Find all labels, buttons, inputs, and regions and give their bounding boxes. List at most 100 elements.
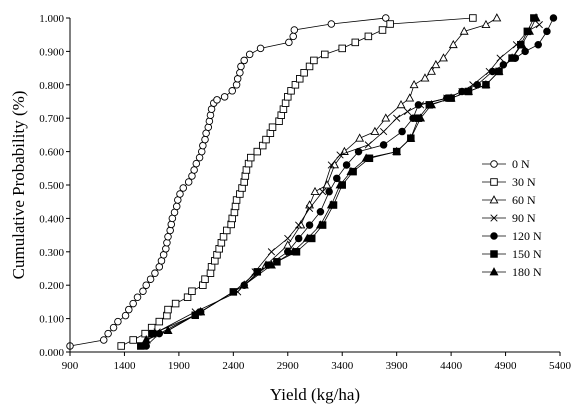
legend-item: 90 N [482, 211, 536, 225]
legend-label: 180 N [512, 265, 542, 279]
data-point [499, 61, 508, 69]
data-point [164, 233, 172, 241]
data-point [305, 221, 314, 229]
data-point [305, 204, 314, 212]
x-tick-label: 4400 [440, 360, 463, 372]
data-point [109, 323, 118, 332]
data-point [488, 67, 497, 76]
data-point [237, 62, 245, 71]
data-point [188, 287, 196, 295]
data-point [496, 54, 504, 62]
y-tick-label: 0.900 [39, 46, 64, 58]
y-tick-label: 1.000 [39, 13, 64, 25]
data-point [117, 342, 125, 350]
data-point [201, 135, 209, 144]
y-tick-label: 0.300 [39, 247, 64, 259]
data-point [228, 87, 236, 95]
data-point [287, 87, 295, 95]
data-point [464, 86, 473, 95]
data-point [300, 69, 308, 77]
legend-label: 150 N [512, 247, 542, 261]
data-point [414, 101, 423, 109]
data-point [549, 14, 558, 22]
data-point [163, 325, 173, 334]
legend-item: 30 N [482, 175, 536, 189]
data-point [201, 275, 209, 283]
data-point [256, 44, 265, 53]
series-line [146, 17, 537, 341]
data-point [396, 99, 406, 109]
data-point [146, 275, 155, 283]
data-point [206, 269, 215, 277]
data-point [213, 96, 221, 104]
data-point [319, 188, 327, 196]
data-point [439, 53, 448, 62]
data-point [176, 190, 184, 198]
data-point [294, 234, 303, 243]
data-point [321, 50, 329, 59]
x-tick-label: 2400 [222, 360, 245, 372]
x-ticks: 900 1400 1900 2400 2900 3400 3900 4400 4900 5400 [62, 352, 572, 372]
data-point [204, 123, 213, 131]
legend-marker [489, 267, 499, 276]
data-point [114, 317, 122, 326]
data-point [220, 93, 229, 101]
data-point [155, 317, 164, 326]
data-point [219, 233, 228, 241]
data-point [137, 342, 145, 350]
legend-label: 90 N [512, 211, 536, 225]
y-tick-label: 0.700 [39, 113, 64, 125]
data-point [284, 234, 292, 243]
data-point [333, 174, 341, 183]
legend-marker [489, 195, 499, 204]
data-point [316, 207, 325, 216]
y-tick-label: 0.500 [39, 180, 64, 192]
data-point [289, 32, 297, 41]
data-point [446, 93, 456, 102]
data-point [179, 184, 187, 192]
data-point [310, 186, 320, 196]
data-point [406, 133, 416, 142]
x-tick-label: 3900 [386, 360, 409, 372]
data-point [245, 50, 254, 59]
data-point [336, 151, 344, 159]
data-point [346, 166, 356, 175]
x-tick-label: 5400 [549, 360, 572, 372]
data-point [543, 27, 551, 36]
legend-label: 60 N [512, 193, 536, 207]
y-ticks: 0.000 0.100 0.200 0.300 0.400 0.500 0.600 0.700… [39, 13, 70, 359]
data-point [190, 166, 198, 174]
data-point [242, 166, 251, 174]
data-point [196, 307, 206, 316]
data-point [171, 299, 180, 308]
series-0-n [66, 14, 390, 350]
data-point [521, 47, 529, 56]
data-point [232, 81, 241, 89]
data-point [296, 75, 304, 83]
data-point [361, 153, 371, 162]
data-point [283, 240, 293, 249]
data-point [125, 305, 133, 314]
data-point [285, 38, 293, 47]
legend-item: 120 N [482, 229, 542, 243]
data-point [141, 329, 149, 338]
data-point [231, 202, 240, 211]
data-point [167, 220, 176, 229]
data-point [205, 117, 214, 125]
data-point [481, 79, 491, 89]
data-point [240, 56, 248, 65]
legend-marker [490, 178, 498, 186]
data-point [206, 111, 215, 119]
data-point [121, 311, 130, 320]
y-tick-label: 0.200 [39, 280, 64, 292]
data-point [409, 79, 419, 89]
data-point [129, 299, 137, 308]
legend-item: 60 N [482, 193, 536, 207]
data-point [133, 293, 142, 301]
data-point [355, 133, 365, 142]
data-point [392, 146, 402, 155]
y-tick-label: 0.400 [39, 213, 64, 225]
data-point [364, 141, 372, 149]
data-point [266, 260, 276, 269]
